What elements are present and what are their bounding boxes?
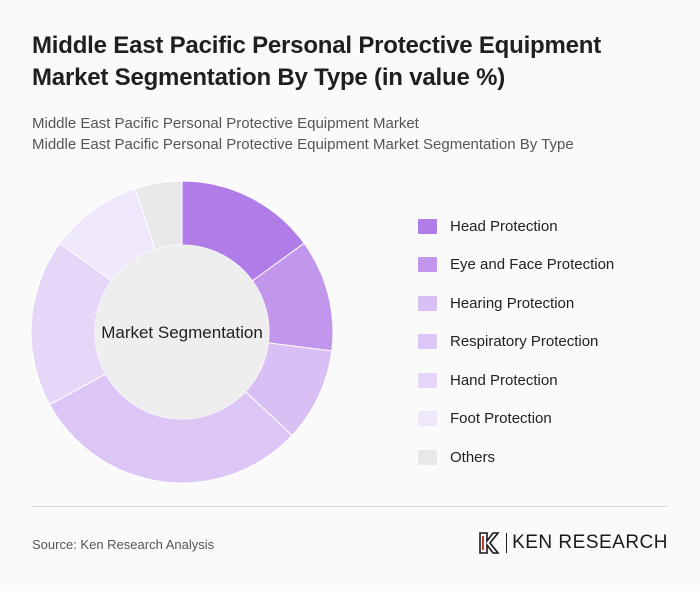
logo-mark-icon [479, 532, 500, 554]
legend-label: Head Protection [450, 217, 558, 235]
donut-center [95, 245, 269, 419]
legend-item-respiratory-protection: Respiratory Protection [418, 323, 614, 362]
donut-chart: Market Segmentation [30, 180, 334, 484]
legend-label: Hearing Protection [450, 294, 575, 312]
legend-item-hand-protection: Hand Protection [418, 361, 614, 400]
chart-subtitle: Middle East Pacific Personal Protective … [32, 113, 672, 155]
legend-label: Foot Protection [450, 410, 552, 428]
donut-center-label: Market Segmentation [101, 323, 263, 342]
legend-swatch [418, 218, 437, 234]
footer-divider [32, 506, 668, 507]
legend-swatch [418, 334, 437, 350]
legend-label: Others [450, 448, 496, 466]
legend-label: Eye and Face Protection [450, 256, 615, 274]
chart-legend: Head Protection Eye and Face Protection He… [418, 207, 614, 477]
legend-item-foot-protection: Foot Protection [418, 400, 614, 439]
donut-chart-svg: Market Segmentation [30, 180, 334, 484]
legend-item-hearing-protection: Hearing Protection [418, 284, 614, 323]
legend-label: Respiratory Protection [450, 333, 599, 351]
legend-swatch [418, 372, 437, 388]
legend-item-eye-and-face-protection: Eye and Face Protection [418, 246, 614, 285]
legend-swatch [418, 257, 437, 273]
legend-swatch [418, 295, 437, 311]
subtitle-line-2: Middle East Pacific Personal Protective … [32, 136, 574, 153]
ken-research-logo: KEN RESEARCH [478, 530, 668, 556]
logo-separator [506, 533, 508, 553]
legend-swatch [418, 411, 437, 427]
logo-text: KEN RESEARCH [512, 532, 668, 553]
legend-swatch [418, 449, 437, 465]
source-note: Source: Ken Research Analysis [32, 537, 215, 552]
legend-item-others: Others [418, 438, 614, 477]
legend-label: Hand Protection [450, 371, 558, 389]
subtitle-line-1: Middle East Pacific Personal Protective … [32, 115, 419, 132]
chart-title: Middle East Pacific Personal Protective … [32, 32, 602, 91]
legend-item-head-protection: Head Protection [418, 207, 614, 246]
